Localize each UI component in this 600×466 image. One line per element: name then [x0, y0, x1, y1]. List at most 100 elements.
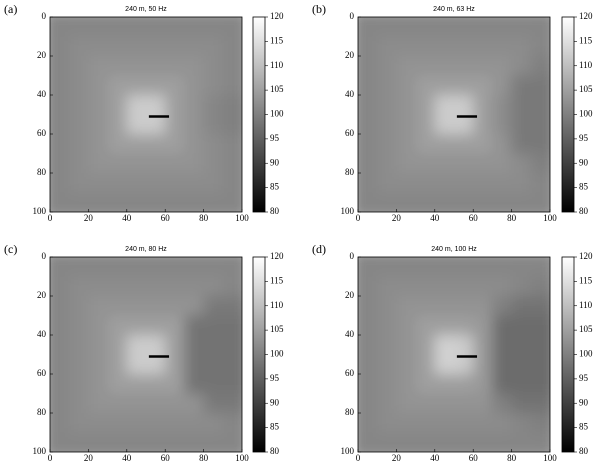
heatmap-cell [50, 315, 70, 336]
colorbar-tick-label: 120 [579, 11, 593, 21]
heatmap-cell [377, 36, 397, 57]
heatmap-cell [511, 413, 532, 434]
heatmap-cell [396, 56, 417, 77]
colorbar-tick-label: 115 [579, 35, 593, 45]
heatmap-cell [492, 432, 513, 452]
heatmap-cell [454, 134, 474, 155]
y-tick-label: 100 [33, 206, 47, 216]
heatmap-cell [377, 134, 397, 155]
colorbar-tick-label: 115 [270, 275, 284, 285]
heatmap-cell [492, 393, 513, 414]
colorbar-tick-label: 110 [579, 60, 593, 70]
heatmap-cell [203, 95, 224, 116]
heatmap-cell [50, 335, 70, 356]
y-tick-label: 20 [345, 290, 355, 300]
heatmap-cell [492, 134, 513, 155]
heatmap-cell [69, 315, 89, 336]
colorbar-tick-label: 120 [579, 251, 593, 261]
heatmap-cell [434, 432, 455, 452]
heatmap-cell [146, 173, 166, 194]
heatmap-cell [492, 56, 513, 77]
heatmap-cell [434, 36, 455, 57]
heatmap-cell [377, 393, 397, 414]
axes-frame [49, 256, 243, 453]
heatmap-cell [165, 296, 185, 317]
heatmap-cell [69, 276, 89, 297]
heatmap-cell [396, 315, 417, 336]
heatmap-cell [377, 335, 397, 356]
heatmap-cell [434, 276, 455, 297]
colorbar-tick-label: 95 [270, 133, 280, 143]
heatmap-cell [222, 75, 242, 96]
heatmap-cell [203, 393, 224, 414]
x-tick-label: 0 [356, 213, 361, 223]
x-tick-label: 0 [48, 213, 53, 223]
heatmap-cell [69, 56, 89, 77]
heatmap-cell [88, 134, 109, 155]
heatmap-cell [88, 36, 109, 57]
colorbar-tick-label: 115 [270, 35, 284, 45]
heatmap-cell [146, 95, 166, 116]
heatmap-cell [184, 114, 205, 135]
panel: (d) 240 m, 100 Hz0 20 40 60 80 100020406080100… [312, 242, 593, 463]
heatmap-cell [434, 354, 455, 375]
heatmap-cell [511, 75, 532, 96]
heatmap-cell [222, 153, 242, 174]
heatmap-cell [184, 413, 205, 434]
heatmap-cell [126, 393, 147, 414]
colorbar-tick-label: 80 [579, 446, 589, 456]
heatmap-cells [358, 257, 550, 452]
heatmap-cell [184, 296, 205, 317]
heatmap-cell [126, 257, 147, 278]
heatmap-cell [511, 296, 532, 317]
heatmap-cell [377, 276, 397, 297]
heatmap-cell [396, 413, 417, 434]
heatmap-cell [530, 36, 550, 57]
heatmap-cell [434, 56, 455, 77]
heatmap-cell [377, 75, 397, 96]
chart-title: 240 m, 63 Hz [433, 6, 475, 13]
heatmap-cell [530, 257, 550, 278]
heatmap-cell [69, 36, 89, 57]
heatmap-cell [50, 413, 70, 434]
heatmap-cell [69, 17, 89, 38]
heatmap-cell [358, 276, 378, 297]
heatmap-cell [473, 413, 493, 434]
heatmap-cell [396, 114, 417, 135]
colorbar-tick-label: 105 [270, 324, 284, 334]
y-tick-label: 100 [341, 206, 355, 216]
heatmap-cell [88, 393, 109, 414]
heatmap-cell [203, 315, 224, 336]
heatmap-cell [146, 335, 166, 356]
heatmap-cell [107, 335, 128, 356]
heatmap-cell [50, 75, 70, 96]
heatmap-cell [415, 413, 436, 434]
heatmap-cell [50, 276, 70, 297]
heatmap-cell [222, 257, 242, 278]
heatmap-cell [222, 114, 242, 135]
heatmap-cell [530, 173, 550, 194]
panel-label: (d) [312, 242, 326, 256]
heatmap-cell [146, 432, 166, 452]
heatmap-cell [492, 257, 513, 278]
heatmap-cell [530, 276, 550, 297]
heatmap-cell [434, 315, 455, 336]
heatmap-cell [107, 413, 128, 434]
heatmap-cell [146, 276, 166, 297]
heatmap-cell [396, 296, 417, 317]
colorbar-tick-label: 85 [579, 422, 589, 432]
heatmap-cell [107, 257, 128, 278]
colorbar-tick-label: 100 [579, 109, 593, 119]
heatmap-cell [107, 153, 128, 174]
heatmap-cell [434, 173, 455, 194]
heatmap-cell [69, 354, 89, 375]
heatmap-cell [203, 354, 224, 375]
heatmap-cell [396, 374, 417, 395]
heatmap-cell [415, 335, 436, 356]
heatmap-cell [203, 114, 224, 135]
colorbar-tick-label: 85 [270, 422, 280, 432]
heatmap-cell [358, 36, 378, 57]
y-tick-label: 20 [345, 50, 355, 60]
heatmap-cell [415, 315, 436, 336]
heatmap-cell [50, 296, 70, 317]
